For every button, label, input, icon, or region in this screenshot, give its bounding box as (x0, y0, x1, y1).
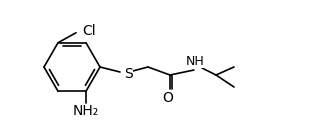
Text: O: O (163, 91, 174, 105)
Text: NH₂: NH₂ (73, 104, 99, 118)
Text: NH: NH (186, 54, 204, 68)
Text: Cl: Cl (82, 24, 96, 38)
Text: S: S (124, 67, 133, 81)
